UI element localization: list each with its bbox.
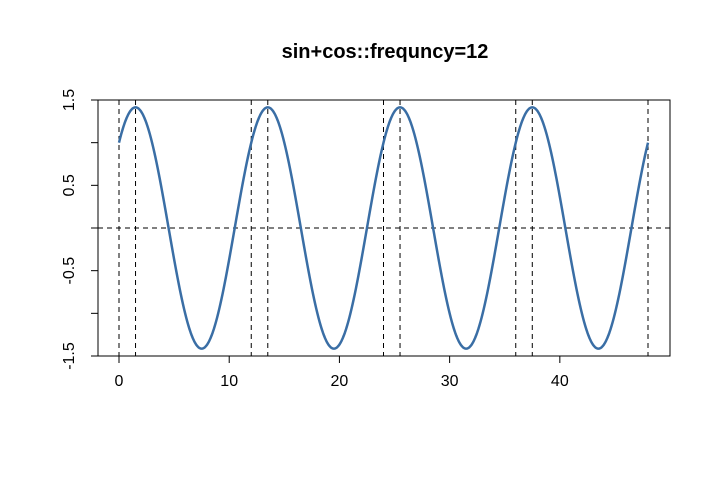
series-line — [117, 106, 650, 350]
y-tick-label: -0.5 — [61, 257, 78, 285]
y-axis: -1.5 -0.5 0.5 1.5 — [61, 89, 99, 370]
y-tick-label: 0.5 — [61, 174, 78, 196]
x-tick-label: 30 — [441, 373, 459, 390]
x-tick-label: 40 — [551, 373, 569, 390]
chart-title: sin+cos::frequncy=12 — [282, 41, 489, 63]
x-axis: 0 10 20 30 40 — [115, 355, 569, 390]
y-tick-label: 1.5 — [61, 89, 78, 111]
x-tick-label: 20 — [331, 373, 349, 390]
x-tick-label: 10 — [220, 373, 238, 390]
y-tick-label: -1.5 — [61, 342, 78, 370]
x-tick-label: 0 — [115, 373, 124, 390]
series-layer — [117, 106, 650, 350]
reference-lines — [98, 100, 670, 356]
